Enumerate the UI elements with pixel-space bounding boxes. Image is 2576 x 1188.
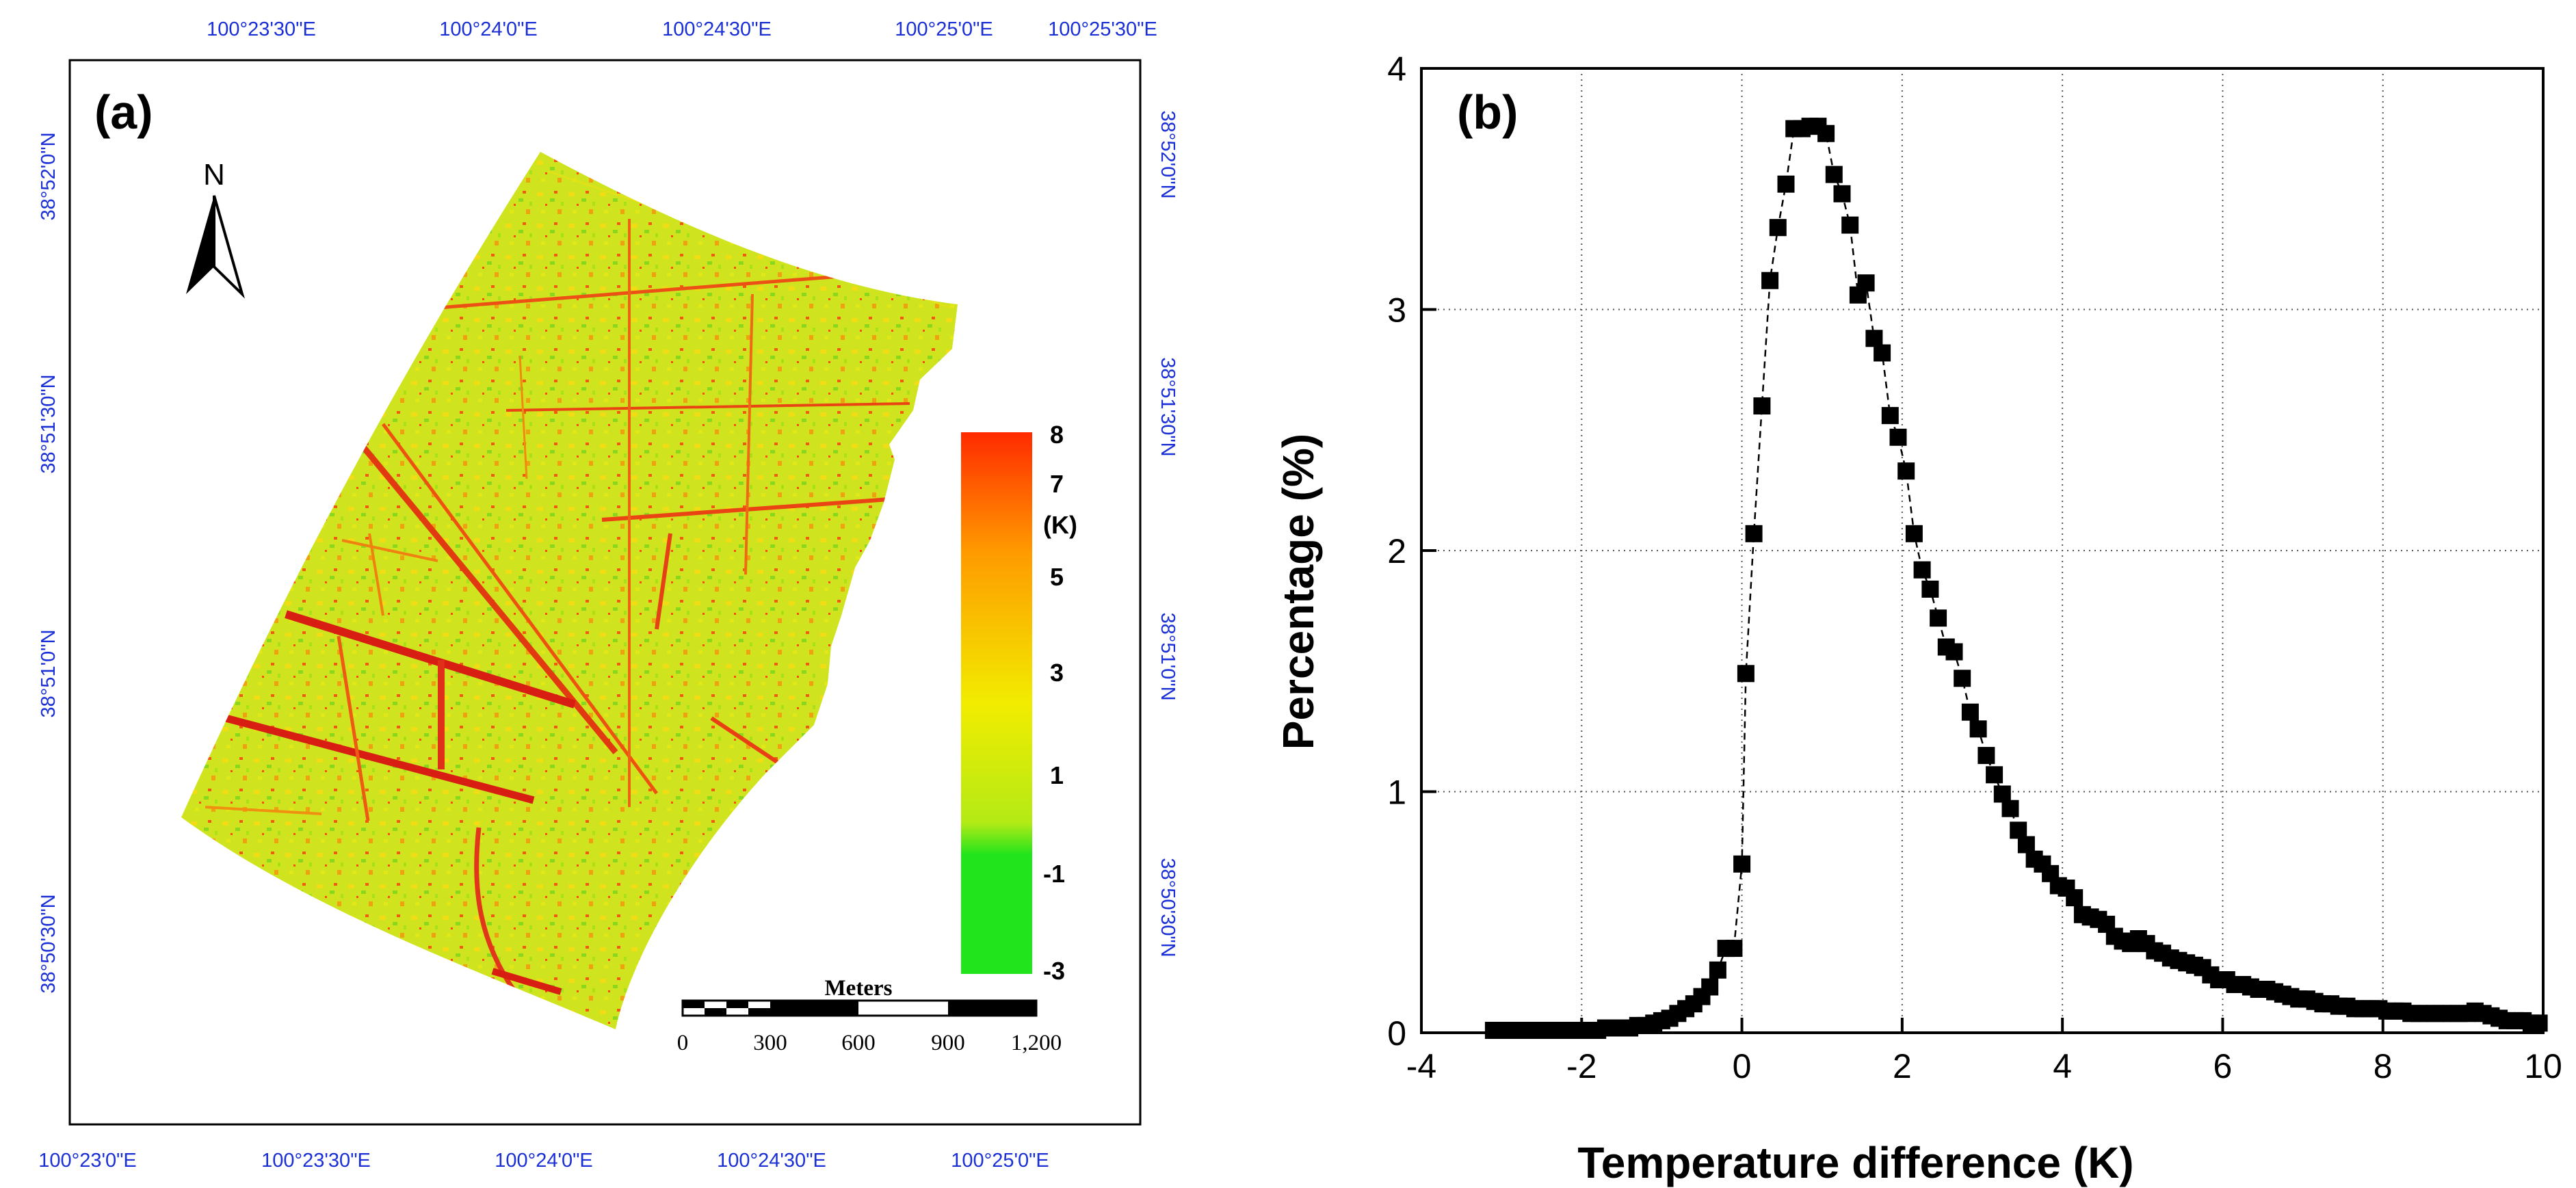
- data-point: [1889, 428, 1907, 446]
- data-point: [1777, 175, 1795, 193]
- y-tick-label: 2: [1387, 532, 1406, 570]
- data-point: [1961, 703, 1979, 721]
- data-point: [1761, 272, 1779, 289]
- x-tick-label: 0: [1733, 1047, 1752, 1085]
- data-point: [1733, 855, 1751, 873]
- data-point: [1986, 766, 2003, 784]
- colorbar-tick: -3: [1043, 957, 1065, 985]
- x-tick-label: 4: [2053, 1047, 2072, 1085]
- data-point: [1881, 407, 1899, 425]
- colorbar-tick: 5: [1050, 563, 1064, 591]
- scale-bar-label: 300: [753, 1031, 787, 1055]
- data-point: [1841, 216, 1859, 234]
- colorbar: 8 7 (K) 5 3 1 -1 -3: [961, 421, 1077, 985]
- data-point: [2001, 800, 2019, 817]
- data-point: [1913, 561, 1931, 579]
- x-axis-label: Temperature difference (K): [1577, 1138, 2133, 1187]
- data-point: [1954, 670, 1971, 687]
- data-point: [1709, 961, 1726, 979]
- colorbar-tick: 7: [1050, 470, 1064, 498]
- x-tick-label: 10: [2524, 1047, 2562, 1085]
- chart-grid: [1421, 68, 2543, 1033]
- x-tick-label: 2: [1893, 1047, 1912, 1085]
- bottom-lon-label: 100°23'30"E: [261, 1150, 371, 1172]
- data-point: [1701, 978, 1719, 996]
- bottom-lon-label: 100°24'30"E: [717, 1150, 826, 1172]
- data-point: [1833, 185, 1851, 202]
- chart-panel-label: (b): [1457, 85, 1518, 139]
- y-axis-label: Percentage (%): [1274, 434, 1323, 750]
- data-point: [1753, 397, 1771, 414]
- bottom-lon-label: 100°25'0"E: [951, 1150, 1049, 1172]
- data-point: [1725, 940, 1743, 958]
- top-lon-label: 100°24'0"E: [439, 18, 538, 40]
- y-tick-label: 0: [1387, 1014, 1406, 1053]
- left-lat-label: 38°52'0"N: [38, 132, 60, 220]
- left-lat-label: 38°51'30"N: [38, 374, 60, 473]
- data-point: [1969, 720, 1987, 738]
- data-point: [1857, 274, 1875, 292]
- scale-bar-title: Meters: [825, 976, 893, 1001]
- data-point: [1921, 580, 1939, 598]
- scale-bar-label: 0: [677, 1031, 689, 1055]
- data-point: [1737, 665, 1754, 683]
- data-point: [2530, 1014, 2548, 1032]
- scale-bar-label: 600: [841, 1031, 876, 1055]
- colorbar-tick: 3: [1050, 659, 1064, 687]
- left-lat-label: 38°51'0"N: [38, 629, 60, 717]
- right-lat-label: 38°50'30"N: [1157, 858, 1179, 957]
- data-point: [1817, 124, 1835, 142]
- x-tick-label: -4: [1406, 1047, 1436, 1085]
- data-point: [1874, 344, 1891, 362]
- bottom-lon-label: 100°23'0"E: [38, 1150, 137, 1172]
- right-lat-label: 38°52'0"N: [1157, 110, 1179, 198]
- data-point: [2066, 889, 2084, 907]
- x-tick-label: -2: [1566, 1047, 1596, 1085]
- map-panel: (a): [38, 18, 1179, 1172]
- data-point: [1865, 330, 1883, 347]
- x-tick-label: 6: [2213, 1047, 2233, 1085]
- data-point: [1945, 643, 1963, 661]
- data-point: [1897, 462, 1915, 480]
- axis-ticks: -4 -2 0 2 4 6 8 10 0 1 2 3 4: [1387, 50, 2562, 1085]
- thermal-map: [181, 152, 958, 1029]
- top-lon-label: 100°25'0"E: [895, 18, 993, 40]
- y-tick-label: 1: [1387, 774, 1406, 812]
- right-lat-label: 38°51'30"N: [1157, 357, 1179, 456]
- chart-panel: -4 -2 0 2 4 6 8 10 0 1 2 3 4 (b) Temperature differe…: [1274, 50, 2562, 1187]
- colorbar-ramp: [961, 432, 1032, 974]
- right-lat-label: 38°51'0"N: [1157, 612, 1179, 700]
- x-tick-label: 8: [2374, 1047, 2393, 1085]
- data-point: [1993, 785, 2011, 803]
- top-lon-label: 100°23'30"E: [207, 18, 316, 40]
- scale-bar-label: 900: [931, 1031, 965, 1055]
- scale-bar-label: 1,200: [1011, 1031, 1062, 1055]
- colorbar-tick: 1: [1050, 761, 1064, 789]
- colorbar-tick: -1: [1043, 860, 1065, 888]
- north-label: N: [203, 158, 225, 192]
- data-point: [2010, 821, 2027, 839]
- top-lon-label: 100°24'30"E: [662, 18, 772, 40]
- data-point: [2017, 836, 2035, 854]
- colorbar-tick: 8: [1050, 421, 1064, 449]
- y-tick-label: 4: [1387, 50, 1406, 88]
- data-point: [1769, 219, 1787, 237]
- data-point: [1745, 525, 1763, 542]
- data-point: [1825, 166, 1843, 183]
- left-lat-label: 38°50'30"N: [38, 894, 60, 993]
- scale-bar: Meters 0 300 600 900 1,200: [677, 976, 1062, 1055]
- data-point: [1977, 747, 1995, 765]
- north-arrow-icon: N: [186, 158, 245, 299]
- colorbar-unit: (K): [1043, 511, 1077, 539]
- bottom-lon-label: 100°24'0"E: [495, 1150, 593, 1172]
- data-points: [1484, 118, 2548, 1039]
- map-panel-label: (a): [94, 85, 153, 139]
- y-tick-label: 3: [1387, 291, 1406, 330]
- top-lon-label: 100°25'30"E: [1048, 18, 1157, 40]
- data-point: [1905, 525, 1923, 542]
- data-point: [1930, 609, 1947, 627]
